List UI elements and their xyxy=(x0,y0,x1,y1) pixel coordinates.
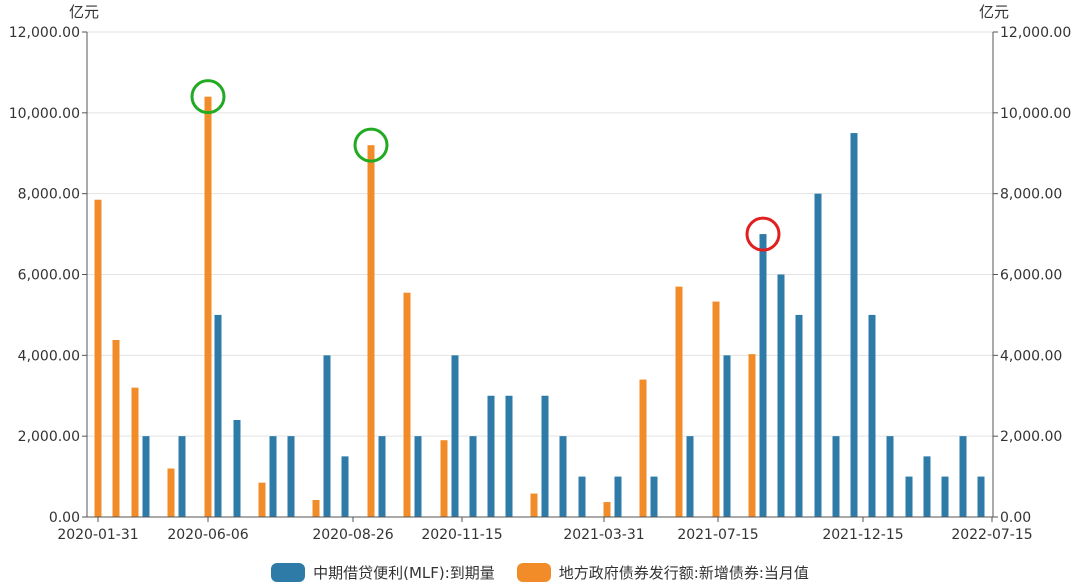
mlf-bar xyxy=(905,476,913,517)
local-bond-bar xyxy=(403,292,411,517)
left-y-tick-label: 6,000.00 xyxy=(18,268,80,284)
mlf-bar xyxy=(923,456,931,517)
mlf-bar xyxy=(759,234,767,518)
mlf-bar xyxy=(941,476,949,517)
mlf-bar xyxy=(323,355,331,517)
mlf-bar xyxy=(378,436,386,517)
annotation-circle xyxy=(190,79,226,115)
right-y-tick-label: 10,000.00 xyxy=(1000,106,1071,122)
local-bond-bar xyxy=(603,502,611,517)
left-y-tick-label: 8,000.00 xyxy=(18,187,80,203)
mlf-bar xyxy=(723,355,731,517)
right-y-tick-label: 4,000.00 xyxy=(1000,348,1062,364)
right-y-tick-label: 8,000.00 xyxy=(1000,187,1062,203)
mlf-bar xyxy=(178,436,186,517)
legend-label-local-bonds: 地方政府债券发行额:新增债券:当月值 xyxy=(558,563,809,582)
local-bond-bar xyxy=(167,468,175,517)
local-bond-bar xyxy=(639,379,647,517)
local-bond-bar xyxy=(112,339,120,517)
legend-swatch-mlf xyxy=(271,562,306,582)
right-y-tick-label: 0.00 xyxy=(1000,510,1031,526)
local-bond-bar xyxy=(675,286,683,517)
legend-swatch-local-bonds xyxy=(516,562,551,582)
mlf-bar xyxy=(832,436,840,517)
local-bond-bar xyxy=(204,96,212,518)
mlf-bar xyxy=(414,436,422,517)
right-y-tick-label: 6,000.00 xyxy=(1000,268,1062,284)
mlf-bar xyxy=(614,476,622,517)
local-bond-bar xyxy=(94,199,102,517)
mlf-bar xyxy=(578,476,586,517)
mlf-bar xyxy=(795,314,803,517)
mlf-bar xyxy=(214,314,222,517)
x-tick-label: 2022-07-15 xyxy=(951,527,1032,543)
mlf-bar xyxy=(868,314,876,517)
mlf-bar xyxy=(142,436,150,517)
mlf-bar xyxy=(233,420,241,517)
local-bond-bar xyxy=(131,387,139,517)
mlf-bar xyxy=(886,436,894,517)
local-bond-bar xyxy=(440,440,448,517)
right-axis-unit: 亿元 xyxy=(979,3,1009,21)
left-axis-unit: 亿元 xyxy=(69,3,99,21)
local-bond-bar xyxy=(712,301,720,517)
x-tick-label: 2020-06-06 xyxy=(167,527,248,543)
legend-item-mlf[interactable]: 中期借贷便利(MLF):到期量 xyxy=(271,562,495,583)
local-bond-bar xyxy=(312,500,320,517)
mlf-bar xyxy=(505,395,513,517)
x-tick-label: 2021-07-15 xyxy=(677,527,758,543)
local-bond-bar xyxy=(367,145,375,517)
annotation-circle xyxy=(353,127,389,163)
mlf-bar xyxy=(686,436,694,517)
local-bond-bar xyxy=(530,493,538,517)
local-bond-bar xyxy=(748,354,756,517)
mlf-bar xyxy=(487,395,495,517)
mlf-bar xyxy=(451,355,459,517)
left-y-tick-label: 0.00 xyxy=(49,510,80,526)
mlf-bar xyxy=(850,133,858,517)
right-y-tick-label: 12,000.00 xyxy=(1000,25,1071,41)
bar-chart: 12,000.00 12,000.00 10,000.00 10,000.00 8,00… xyxy=(9,3,1072,543)
mlf-bar xyxy=(559,436,567,517)
mlf-bar xyxy=(287,436,295,517)
mlf-bar xyxy=(959,436,967,517)
left-y-tick-label: 4,000.00 xyxy=(18,348,80,364)
x-tick-label: 2021-12-15 xyxy=(822,527,903,543)
mlf-bar xyxy=(814,193,822,517)
mlf-bar xyxy=(269,436,277,517)
right-y-tick-label: 2,000.00 xyxy=(1000,429,1062,445)
mlf-bar xyxy=(341,456,349,517)
mlf-bar xyxy=(777,274,785,517)
left-y-tick-label: 12,000.00 xyxy=(9,25,80,41)
mlf-bar xyxy=(541,395,549,517)
x-tick-label: 2020-08-26 xyxy=(312,527,393,543)
mlf-bar xyxy=(977,476,985,517)
bars xyxy=(94,96,985,518)
annotation-circles xyxy=(190,79,781,252)
legend: 中期借贷便利(MLF):到期量 地方政府债券发行额:新增债券:当月值 xyxy=(0,559,1080,585)
axes: 12,000.00 12,000.00 10,000.00 10,000.00 8,00… xyxy=(9,25,1072,543)
x-tick-label: 2020-11-15 xyxy=(421,527,502,543)
annotation-circle xyxy=(745,216,781,252)
x-tick-label: 2020-01-31 xyxy=(57,527,138,543)
mlf-bar xyxy=(469,436,477,517)
left-y-tick-label: 2,000.00 xyxy=(18,429,80,445)
legend-item-local-bonds[interactable]: 地方政府债券发行额:新增债券:当月值 xyxy=(516,562,809,583)
legend-label-mlf: 中期借贷便利(MLF):到期量 xyxy=(313,563,495,582)
x-tick-label: 2021-03-31 xyxy=(563,527,644,543)
mlf-bar xyxy=(650,476,658,517)
left-y-tick-label: 10,000.00 xyxy=(9,106,80,122)
local-bond-bar xyxy=(258,482,266,517)
